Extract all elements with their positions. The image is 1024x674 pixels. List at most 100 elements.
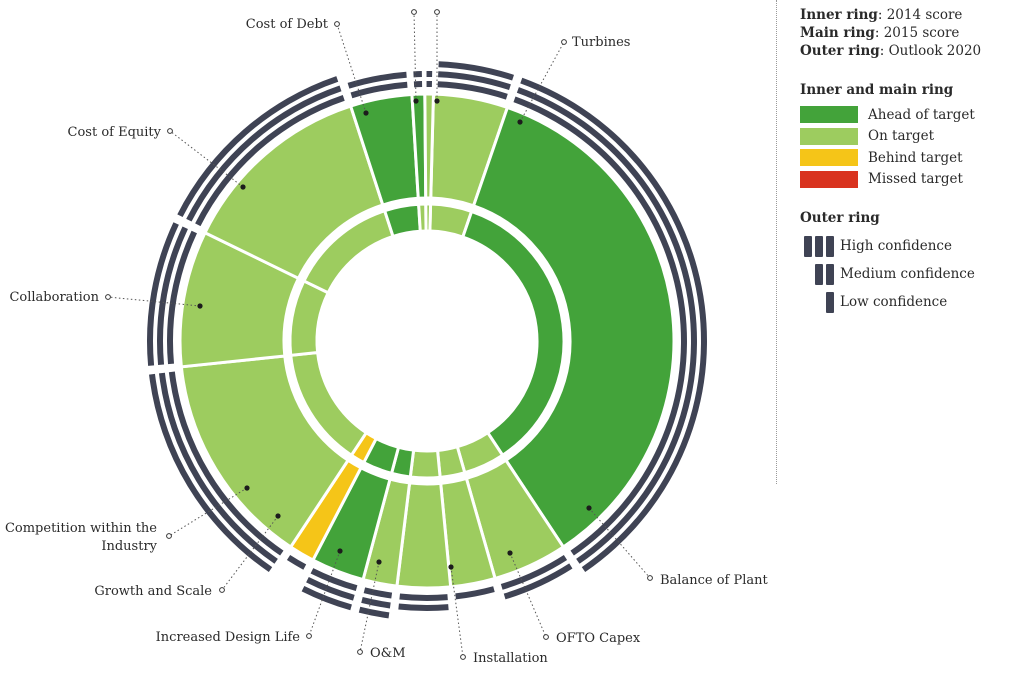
anchor-dot xyxy=(240,184,246,190)
confidence-bar xyxy=(147,222,179,366)
confidence-bar xyxy=(301,585,352,611)
segment-label: Balance of Plant xyxy=(660,573,768,588)
confidence-bar xyxy=(306,577,355,601)
segment-label: Competition within the Industry xyxy=(5,521,158,554)
label-ring-icon xyxy=(411,9,417,15)
leader-line xyxy=(168,487,248,537)
leader-line xyxy=(308,550,341,637)
label-ring-icon xyxy=(219,587,225,593)
anchor-dot xyxy=(413,98,419,104)
confidence-bar xyxy=(500,554,568,590)
label-ring-icon xyxy=(166,533,172,539)
segment-label: Increased Design Life xyxy=(156,630,301,645)
confidence-bar xyxy=(310,568,358,592)
leader-line xyxy=(221,515,279,591)
leader-line xyxy=(519,41,565,123)
label-ring-icon xyxy=(561,39,567,45)
segment-label: OFTO Capex xyxy=(556,631,641,646)
main-ring-segment xyxy=(471,105,676,550)
confidence-bar xyxy=(455,586,495,600)
legend-confidence-heading: Outer ring xyxy=(800,210,880,226)
anchor-dot xyxy=(507,550,513,556)
legend: Inner ring: 2014 score Main ring: 2015 s… xyxy=(800,6,1020,316)
segment-label: Turbines xyxy=(572,35,630,50)
leader-line xyxy=(509,552,547,638)
swatch-on xyxy=(800,127,858,145)
ring-chart: Turbines Balance of Plant OFTO Capex Instal… xyxy=(5,9,768,666)
confidence-bar xyxy=(347,71,407,89)
legend-status-ahead: Ahead of target xyxy=(800,104,1020,126)
confidence-bar xyxy=(156,226,188,366)
label-ring-icon xyxy=(167,128,173,134)
anchor-dot xyxy=(434,98,440,104)
inner-ring-segment xyxy=(408,448,442,480)
label-ring-icon xyxy=(357,649,363,655)
confidence-bar xyxy=(438,71,511,91)
confidence-bar xyxy=(286,554,307,570)
legend-main-ring: Main ring: 2015 score xyxy=(800,25,960,41)
confidence-bar-icon xyxy=(815,235,823,257)
segment-label: Collaboration xyxy=(9,290,99,305)
segment-label: O&M xyxy=(370,646,406,661)
label-ring-icon xyxy=(105,294,111,300)
confidence-bar xyxy=(399,593,448,602)
confidence-bar-icon xyxy=(804,235,812,257)
confidence-bar-icon xyxy=(826,263,834,285)
confidence-bar xyxy=(350,81,408,99)
confidence-bar xyxy=(413,71,422,78)
anchor-dot xyxy=(586,505,592,511)
inner-ring-segment xyxy=(424,202,433,233)
inner-ring-segment xyxy=(288,278,331,357)
inner-ring-segment xyxy=(382,202,422,239)
main-ring-segment xyxy=(423,92,436,200)
swatch-missed xyxy=(800,170,858,188)
legend-divider xyxy=(776,0,777,484)
anchor-dot xyxy=(517,119,523,125)
legend-inner-ring: Inner ring: 2014 score xyxy=(800,7,963,23)
leader-line xyxy=(359,561,380,653)
anchor-dot xyxy=(448,564,454,570)
confidence-bar xyxy=(413,81,423,88)
segment-label: Installation xyxy=(473,651,548,666)
segment-label: Growth and Scale xyxy=(94,584,212,599)
leader-line xyxy=(413,11,417,102)
swatch-ahead xyxy=(800,106,858,124)
legend-confidence-low: Low confidence xyxy=(800,288,1020,316)
confidence-bar xyxy=(358,606,390,619)
leader-line xyxy=(169,130,244,188)
anchor-dot xyxy=(337,548,343,554)
confidence-bar-icon xyxy=(815,263,823,285)
label-ring-icon xyxy=(334,21,340,27)
legend-status-heading: Inner and main ring xyxy=(800,82,954,98)
anchor-dot xyxy=(244,485,250,491)
segment-label: Cost of Equity xyxy=(68,125,162,140)
anchor-dot xyxy=(275,513,281,519)
confidence-bar xyxy=(363,587,393,599)
label-ring-icon xyxy=(306,633,312,639)
legend-status-on: On target xyxy=(800,126,1020,148)
label-ring-icon xyxy=(647,575,653,581)
leader-line xyxy=(450,566,464,658)
leader-line xyxy=(588,507,651,579)
legend-status-behind: Behind target xyxy=(800,147,1020,169)
segment-label: Cost of Debt xyxy=(246,17,329,32)
confidence-bar xyxy=(438,61,514,81)
legend-outer-ring: Outer ring: Outlook 2020 xyxy=(800,43,982,59)
legend-status-missed: Missed target xyxy=(800,169,1020,191)
leader-line xyxy=(107,296,201,307)
legend-confidence-high: High confidence xyxy=(800,232,1020,260)
confidence-bar xyxy=(398,603,449,611)
confidence-bar xyxy=(437,81,508,100)
confidence-bar xyxy=(361,597,391,609)
label-ring-icon xyxy=(460,654,466,660)
confidence-bar xyxy=(503,563,573,600)
anchor-dot xyxy=(363,110,369,116)
legend-confidence-medium: Medium confidence xyxy=(800,260,1020,288)
label-ring-icon xyxy=(434,9,440,15)
anchor-dot xyxy=(376,559,382,565)
confidence-bar xyxy=(426,81,432,88)
confidence-bar xyxy=(166,230,197,365)
confidence-bar-icon xyxy=(826,235,834,257)
anchor-dot xyxy=(197,303,203,309)
label-ring-icon xyxy=(543,634,549,640)
